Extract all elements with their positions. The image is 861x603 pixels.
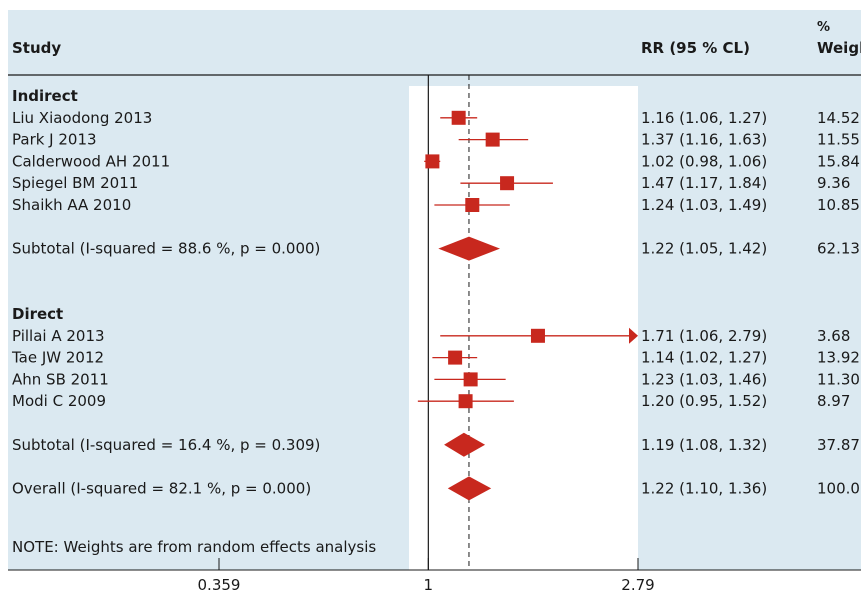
- ci-arrow: [629, 327, 638, 344]
- study-label: Park J 2013: [12, 131, 97, 149]
- weight-text: 9.36: [817, 174, 850, 192]
- ci-text: 1.02 (0.98, 1.06): [641, 152, 767, 170]
- x-tick-label: 1: [424, 576, 434, 594]
- study-label: Modi C 2009: [12, 392, 106, 410]
- point-estimate-square: [485, 132, 500, 147]
- x-tick-label: 0.359: [198, 576, 241, 594]
- point-estimate-square: [463, 372, 478, 387]
- subtotal-label: Subtotal (I-squared = 88.6 %, p = 0.000): [12, 240, 320, 258]
- study-label: Liu Xiaodong 2013: [12, 109, 152, 127]
- ci-text: 1.20 (0.95, 1.52): [641, 392, 767, 410]
- weight-text: 15.84: [817, 152, 860, 170]
- point-estimate-square: [465, 198, 480, 212]
- weight-text: 11.55: [817, 131, 860, 149]
- weight-text: 10.85: [817, 196, 860, 214]
- point-estimate-square: [425, 154, 440, 169]
- weight-text: 13.92: [817, 349, 860, 367]
- subtotal-label: Overall (I-squared = 82.1 %, p = 0.000): [12, 479, 311, 497]
- point-estimate-square: [451, 110, 466, 125]
- ci-text: 1.23 (1.03, 1.46): [641, 370, 767, 388]
- ci-text: 1.19 (1.08, 1.32): [641, 436, 767, 454]
- x-axis-ticks: 0.359 1 2.79: [198, 558, 655, 594]
- forest-rows: Indirect Liu Xiaodong 2013 1.16 (1.06, 1.2…: [11, 87, 861, 497]
- x-tick-label: 2.79: [621, 576, 654, 594]
- header-weight: Weight: [817, 39, 861, 57]
- weight-text: 3.68: [817, 327, 850, 345]
- group-label: Direct: [12, 305, 63, 323]
- weight-text: 62.13: [817, 240, 860, 258]
- ci-text: 1.71 (1.06, 2.79): [641, 327, 767, 345]
- point-estimate-square: [448, 350, 463, 365]
- ci-text: 1.37 (1.16, 1.63): [641, 131, 767, 149]
- pooled-diamond: [438, 236, 500, 261]
- footnote: NOTE: Weights are from random effects an…: [12, 538, 376, 556]
- study-label: Pillai A 2013: [12, 327, 105, 345]
- header-rr: RR (95 % CL): [641, 39, 750, 57]
- forest-marks: [417, 75, 638, 570]
- ci-text: 1.47 (1.17, 1.84): [641, 174, 767, 192]
- weight-text: 37.87: [817, 436, 860, 454]
- header-study: Study: [12, 39, 61, 57]
- header-weight-symbol: %: [817, 20, 830, 35]
- study-label: Spiegel BM 2011: [12, 174, 138, 192]
- study-label: Calderwood AH 2011: [12, 152, 170, 170]
- study-label: Tae JW 2012: [11, 349, 104, 367]
- point-estimate-square: [500, 176, 515, 191]
- weight-text: 14.52: [817, 109, 860, 127]
- study-label: Shaikh AA 2010: [12, 196, 131, 214]
- ci-text: 1.22 (1.10, 1.36): [641, 479, 767, 497]
- group-label: Indirect: [12, 87, 78, 105]
- ci-text: 1.22 (1.05, 1.42): [641, 240, 767, 258]
- ci-text: 1.16 (1.06, 1.27): [641, 109, 767, 127]
- weight-text: 100.00: [817, 479, 861, 497]
- ci-text: 1.24 (1.03, 1.49): [641, 196, 767, 214]
- ci-text: 1.14 (1.02, 1.27): [641, 349, 767, 367]
- point-estimate-square: [530, 328, 545, 343]
- weight-text: 11.30: [817, 370, 860, 388]
- weight-text: 8.97: [817, 392, 850, 410]
- point-estimate-square: [458, 394, 473, 409]
- subtotal-label: Subtotal (I-squared = 16.4 %, p = 0.309): [12, 436, 320, 454]
- pooled-diamond: [447, 476, 492, 501]
- pooled-diamond: [444, 432, 486, 457]
- plot-area: [409, 86, 638, 570]
- study-label: Ahn SB 2011: [12, 370, 109, 388]
